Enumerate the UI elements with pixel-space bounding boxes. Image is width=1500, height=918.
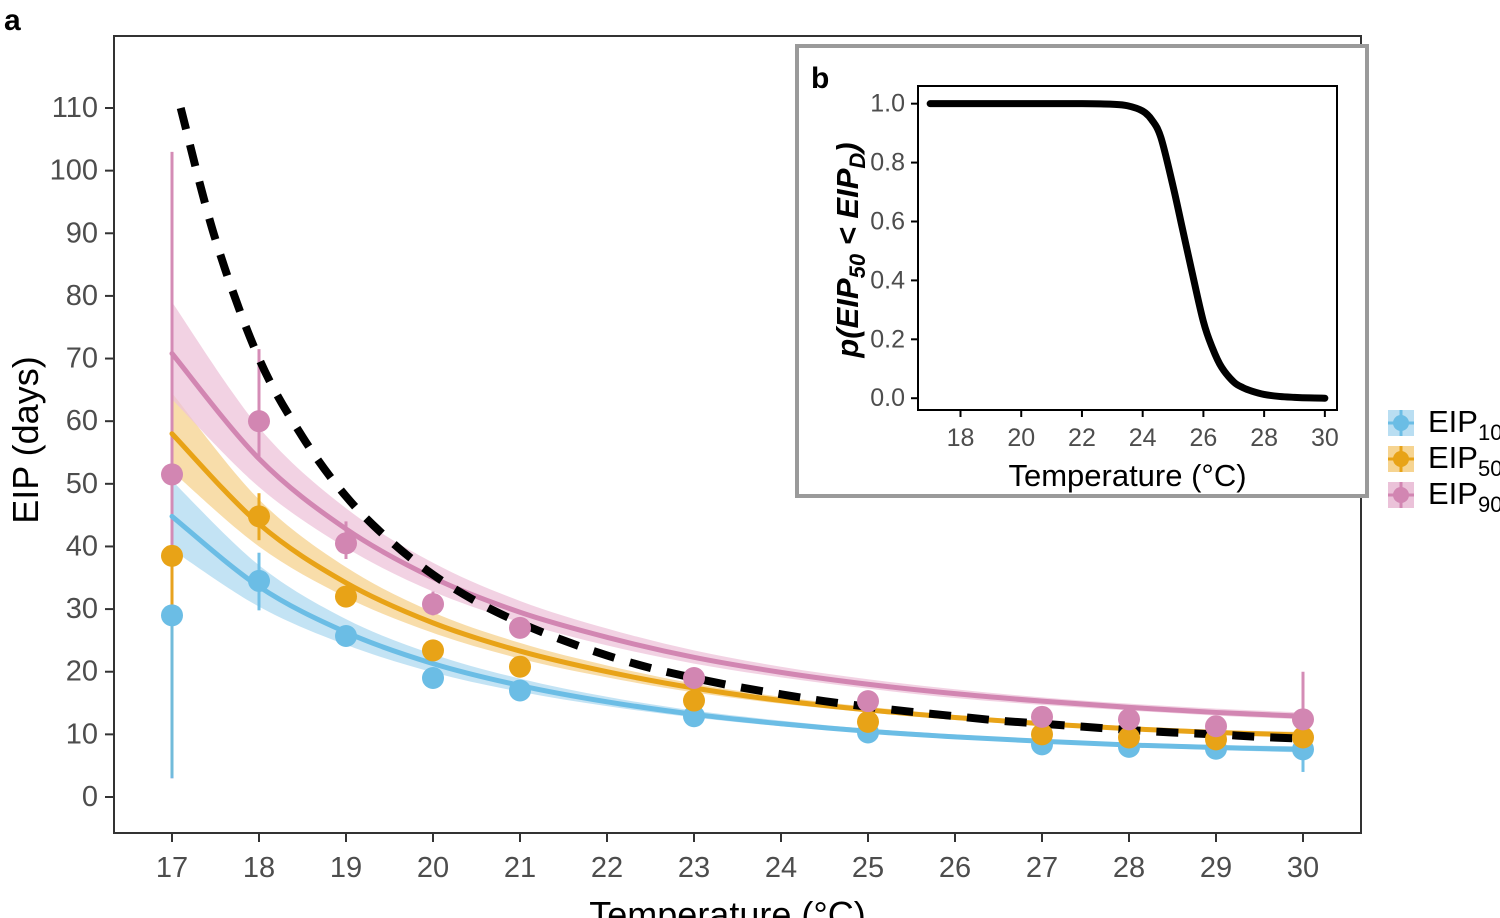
datapoint-eip50: [335, 585, 357, 608]
panel-b-x-tick-label-30: 30: [1311, 424, 1339, 452]
panel-a-data-points: [161, 410, 1314, 761]
datapoint-eip90: [161, 463, 183, 486]
panel-a-x-axis-title: Temperature (°C): [589, 894, 865, 918]
legend-key-dot-2: [1393, 487, 1409, 503]
panel-b-y-tick-label-0.2: 0.2: [870, 325, 905, 353]
panel-b-y-tick-label-0.8: 0.8: [870, 149, 905, 177]
panel-b-plot: [917, 85, 1338, 411]
datapoint-eip10: [422, 666, 444, 689]
y-tick-label-80: 80: [66, 280, 98, 312]
panel-b-x-tick-label-24: 24: [1129, 424, 1157, 452]
x-tick-label-22: 22: [591, 852, 623, 884]
y-tick-label-60: 60: [66, 405, 98, 437]
panel-b-y-tick-label-0.6: 0.6: [870, 207, 905, 235]
y-tick-label-50: 50: [66, 468, 98, 500]
datapoint-eip90: [509, 616, 531, 639]
datapoint-eip90: [857, 690, 879, 713]
panel-a-y-axis-title: EIP (days): [5, 356, 46, 523]
panel-b-curve-group: [926, 100, 1329, 402]
y-tick-label-20: 20: [66, 656, 98, 688]
panel-b-x-tick-label-18: 18: [947, 424, 975, 452]
panel-a-letter: a: [4, 4, 21, 37]
datapoint-eip10: [335, 625, 357, 648]
panel-b-x-tick-label-20: 20: [1007, 424, 1035, 452]
panel-b-y-tick-label-0.0: 0.0: [870, 384, 905, 412]
x-tick-label-29: 29: [1200, 852, 1232, 884]
y-tick-label-90: 90: [66, 217, 98, 249]
panel-b-plot-border: [917, 85, 1338, 411]
x-tick-label-25: 25: [852, 852, 884, 884]
datapoint-eip10: [161, 604, 183, 627]
datapoint-eip90: [248, 410, 270, 433]
datapoint-eip90: [1205, 715, 1227, 738]
datapoint-eip10: [248, 569, 270, 592]
panel-a-reference-curve: [176, 106, 1304, 743]
datapoint-eip90: [1118, 708, 1140, 731]
datapoint-eip50: [422, 639, 444, 662]
datapoint-eip90: [335, 532, 357, 555]
panel-b-y-axis-title: p(EIP50 < EIPD): [830, 142, 870, 358]
fit-line-eip50: [169, 431, 1306, 738]
x-tick-label-23: 23: [678, 852, 710, 884]
y-tick-label-0: 0: [82, 781, 98, 813]
datapoint-eip50: [683, 689, 705, 712]
datapoint-eip50: [1031, 723, 1053, 746]
x-tick-label-26: 26: [939, 852, 971, 884]
datapoint-eip50: [1292, 726, 1314, 749]
panel-b-x-tick-label-22: 22: [1068, 424, 1096, 452]
legend-key-dot-0: [1393, 415, 1409, 431]
datapoint-eip90: [1292, 708, 1314, 731]
y-tick-label-70: 70: [66, 343, 98, 375]
legend-label-2: EIP90: [1428, 476, 1500, 517]
datapoint-eip90: [683, 666, 705, 689]
x-tick-label-21: 21: [504, 852, 536, 884]
x-tick-label-17: 17: [156, 852, 188, 884]
datapoint-eip50: [1118, 726, 1140, 749]
y-tick-label-40: 40: [66, 530, 98, 562]
datapoint-eip10: [509, 679, 531, 702]
legend-key-dot-1: [1393, 451, 1409, 467]
panel-b-x-tick-label-26: 26: [1189, 424, 1217, 452]
y-tick-label-30: 30: [66, 593, 98, 625]
panel-b-axes: 0.0 0.2 0.4 0.6 0.8 1.0 18 20 22 24 26 28 30 Temperat…: [830, 90, 1339, 493]
panel-b-y-tick-label-0.4: 0.4: [870, 266, 905, 294]
panel-b-sigmoid-curve: [926, 100, 1329, 402]
y-tick-label-10: 10: [66, 718, 98, 750]
datapoint-eip50: [509, 655, 531, 678]
y-tick-label-110: 110: [52, 92, 98, 124]
x-tick-label-30: 30: [1287, 852, 1319, 884]
datapoint-eip50: [857, 710, 879, 733]
x-tick-label-27: 27: [1026, 852, 1058, 884]
datapoint-eip90: [1031, 705, 1053, 728]
datapoint-eip50: [161, 544, 183, 567]
datapoint-eip50: [248, 505, 270, 528]
panel-b-letter: b: [811, 62, 829, 95]
panel-b-x-axis-title: Temperature (°C): [1008, 458, 1246, 493]
x-tick-label-24: 24: [765, 852, 797, 884]
datapoint-eip10: [683, 705, 705, 728]
y-tick-label-100: 100: [50, 155, 98, 187]
x-tick-label-28: 28: [1113, 852, 1145, 884]
legend-label-1: EIP50: [1428, 440, 1500, 481]
reference-dashed-curve: [176, 106, 1304, 743]
legend-label-0: EIP10: [1428, 404, 1500, 445]
panel-b-letter-group: b: [811, 62, 829, 95]
x-tick-label-18: 18: [243, 852, 275, 884]
panel-b-x-tick-label-28: 28: [1250, 424, 1278, 452]
datapoint-eip90: [422, 593, 444, 616]
panel-a-axes: 0 10 20 30 40 50 60 70 80 90 100 110 17 18 19 20 21 22 23 2…: [5, 92, 1319, 918]
panel-b-y-tick-label-1.0: 1.0: [870, 90, 905, 118]
x-tick-label-19: 19: [330, 852, 362, 884]
fit-line-eip90: [169, 351, 1306, 719]
x-tick-label-20: 20: [417, 852, 449, 884]
